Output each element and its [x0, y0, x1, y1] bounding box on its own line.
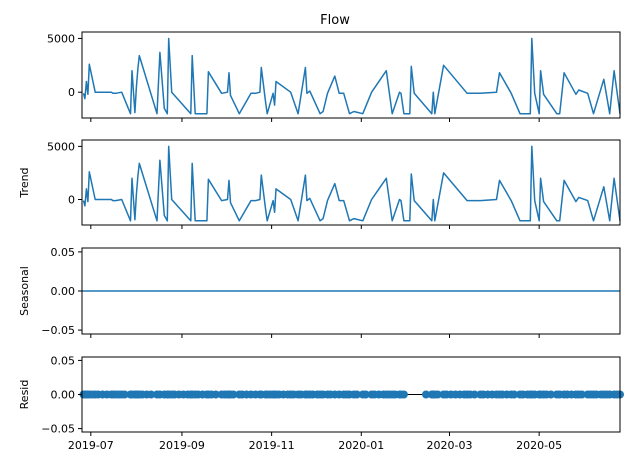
resid-point: [399, 390, 408, 399]
y-tick-label: 5000: [47, 140, 75, 153]
resid-point: [289, 390, 298, 399]
resid-markers: [79, 390, 624, 399]
y-tick-label: 0.05: [51, 354, 76, 367]
resid-point: [433, 390, 442, 399]
resid-point: [460, 390, 469, 399]
y-tick-label: 0.05: [51, 246, 76, 259]
resid-point: [266, 390, 275, 399]
resid-point: [523, 390, 532, 399]
resid-point: [229, 390, 238, 399]
resid-point: [470, 390, 479, 399]
panel-frame: [81, 139, 621, 226]
resid-point: [211, 390, 220, 399]
y-tick-label: 5000: [47, 32, 75, 45]
x-tick-label: 2019-07: [68, 439, 114, 452]
resid-point: [422, 390, 430, 399]
resid-point: [510, 390, 519, 399]
resid-point: [488, 390, 497, 399]
x-tick-label: 2019-09: [159, 439, 205, 452]
resid-point: [391, 390, 400, 399]
y-tick-label: 0: [68, 86, 75, 99]
chart-title: Flow: [320, 13, 350, 28]
resid-point: [88, 390, 97, 399]
x-tick-label: 2020-01: [338, 439, 384, 452]
resid-point: [183, 390, 192, 399]
y-axis-label: Trend: [18, 167, 31, 198]
x-tick-label: 2020-03: [427, 439, 473, 452]
resid-point: [326, 390, 335, 399]
x-tick-label: 2019-11: [249, 439, 295, 452]
resid-point: [352, 390, 361, 399]
y-axis-label: Resid: [18, 380, 31, 410]
y-axis-label: Seasonal: [18, 266, 31, 316]
y-tick-label: 0: [68, 194, 75, 207]
y-tick-label: −0.05: [41, 423, 75, 436]
resid-point: [283, 390, 292, 399]
series-line: [82, 145, 621, 222]
resid-point: [502, 390, 511, 399]
resid-point: [220, 390, 229, 399]
x-tick-label: 2020-05: [516, 439, 562, 452]
resid-point: [613, 390, 622, 399]
y-tick-label: 0.00: [51, 389, 76, 402]
resid-point: [313, 390, 322, 399]
resid-point: [586, 390, 595, 399]
resid-point: [242, 390, 251, 399]
resid-point: [114, 390, 123, 399]
panels-group: 0500005000Trend−0.050.000.05Seasonal−0.0…: [18, 31, 624, 452]
resid-point: [297, 390, 305, 399]
resid-point: [147, 390, 156, 399]
resid-point: [379, 390, 388, 399]
resid-point: [567, 390, 576, 399]
panel-1: 0 5000: [47, 31, 621, 122]
panel-3: −0.05 0.00 0.05 Seasonal: [18, 246, 621, 338]
resid-point: [577, 390, 586, 399]
resid-point: [602, 390, 611, 399]
y-tick-label: 0.00: [51, 285, 76, 298]
series-line: [82, 37, 621, 115]
resid-point: [596, 390, 605, 399]
resid-point: [546, 390, 555, 399]
panel-2: 0 5000 Trend: [18, 139, 621, 229]
resid-point: [198, 390, 207, 399]
resid-point: [342, 390, 351, 399]
resid-point: [385, 390, 394, 399]
panel-frame: [81, 31, 621, 119]
resid-point: [103, 390, 111, 399]
resid-point: [361, 390, 370, 399]
panel-4: −0.05 0.00 0.05 2019-07 2019-09 2019-11 2020-0…: [18, 354, 624, 452]
resid-point: [120, 390, 129, 399]
y-tick-label: −0.05: [41, 324, 75, 337]
